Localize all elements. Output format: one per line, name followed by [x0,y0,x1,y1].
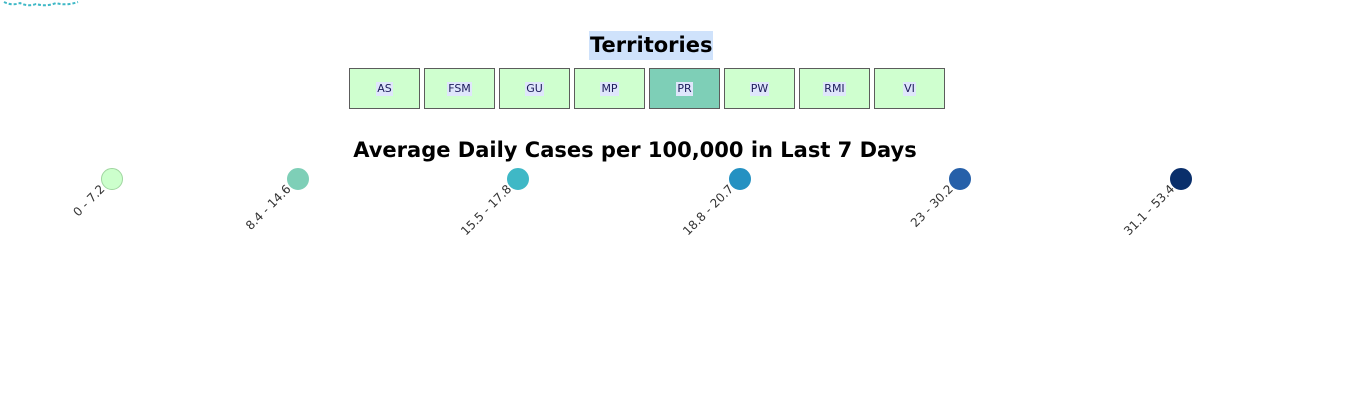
legend-swatch [949,168,971,190]
territory-button-label: RMI [823,81,846,96]
legend-label: 23 - 30.2 [907,182,956,231]
territory-button-vi[interactable]: VI [874,68,945,109]
legend-swatch [729,168,751,190]
territory-button-rmi[interactable]: RMI [799,68,870,109]
territory-button-label: VI [903,81,916,96]
territory-button-label: PW [749,81,770,96]
territory-button-fsm[interactable]: FSM [424,68,495,109]
legend-swatch [101,168,123,190]
legend-label: 18.8 - 20.7 [679,182,736,239]
territory-button-gu[interactable]: GU [499,68,570,109]
territory-button-pw[interactable]: PW [724,68,795,109]
territory-button-label: PR [676,81,693,96]
territory-button-pr[interactable]: PR [649,68,720,109]
legend-swatch [287,168,309,190]
legend-label: 0 - 7.2 [70,182,108,220]
territory-button-label: FSM [447,81,472,96]
legend-label: 8.4 - 14.6 [243,182,294,233]
legend-label: 31.1 - 53.4 [1120,182,1177,239]
territory-button-label: MP [600,81,619,96]
territory-button-mp[interactable]: MP [574,68,645,109]
territory-button-bar: AS FSM GU MP PR PW RMI VI [349,68,949,109]
territory-button-label: GU [525,81,544,96]
territories-title: Territories [589,31,714,60]
legend-title: Average Daily Cases per 100,000 in Last … [353,138,917,162]
territory-button-label: AS [376,81,393,96]
legend-swatch [1170,168,1192,190]
legend-label: 15.5 - 17.8 [457,182,514,239]
legend-swatch [507,168,529,190]
map-fragment [3,1,79,7]
territory-button-as[interactable]: AS [349,68,420,109]
